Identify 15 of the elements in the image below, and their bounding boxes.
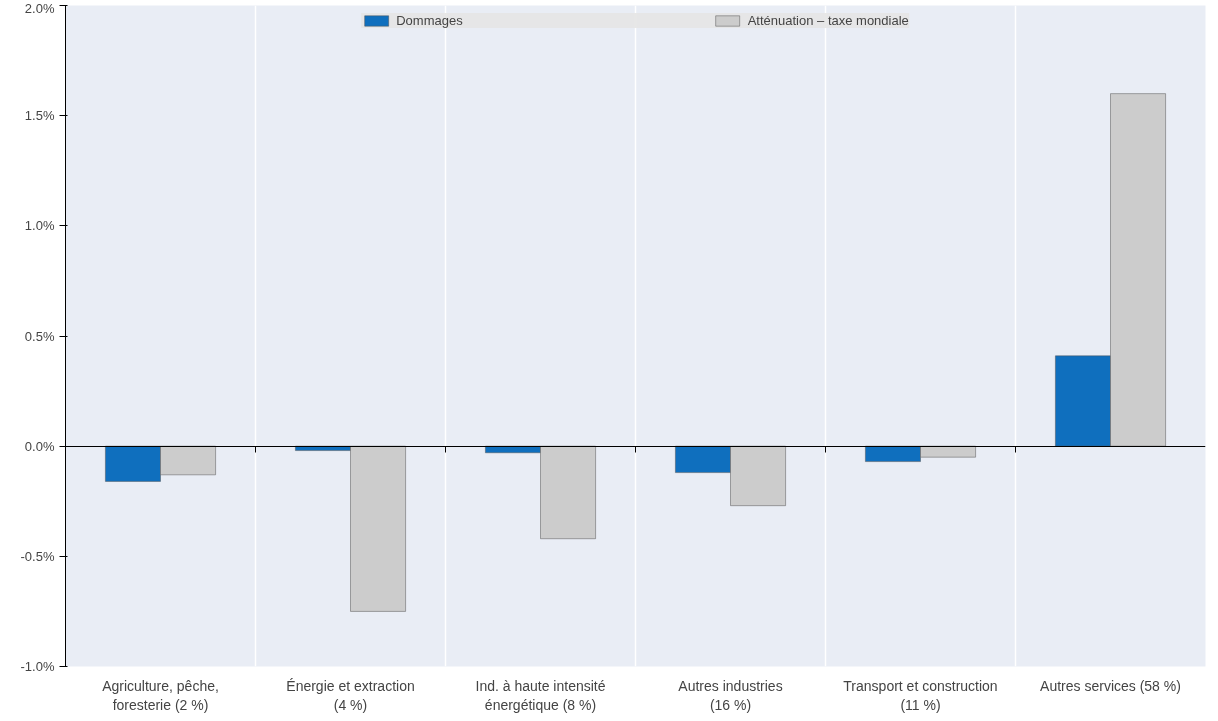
x-tick-label: Autres industries (16 %) <box>678 677 783 713</box>
x-tick-label: Agriculture, pêche, foresterie (2 %) <box>102 677 219 713</box>
x-tick-label: Ind. à haute intensité énergétique (8 %) <box>475 677 606 713</box>
y-tick-label: 2.0% <box>24 0 55 16</box>
legend-label: Atténuation – taxe mondiale <box>747 13 909 28</box>
y-tick-label: -1.0% <box>20 659 55 674</box>
x-tick-label: Transport et construction (11 %) <box>843 677 998 713</box>
legend-label: Dommages <box>396 13 463 28</box>
y-tick-label: 0.0% <box>24 438 55 454</box>
x-tick-label: Énergie et extraction (4 %) <box>286 677 415 713</box>
y-tick-label: 0.5% <box>24 328 55 344</box>
y-tick-label: -0.5% <box>20 548 55 564</box>
y-tick-label: 1.5% <box>24 108 55 124</box>
x-tick-label: Autres services (58 %) <box>1040 677 1181 694</box>
y-tick-label: 1.0% <box>24 218 55 234</box>
